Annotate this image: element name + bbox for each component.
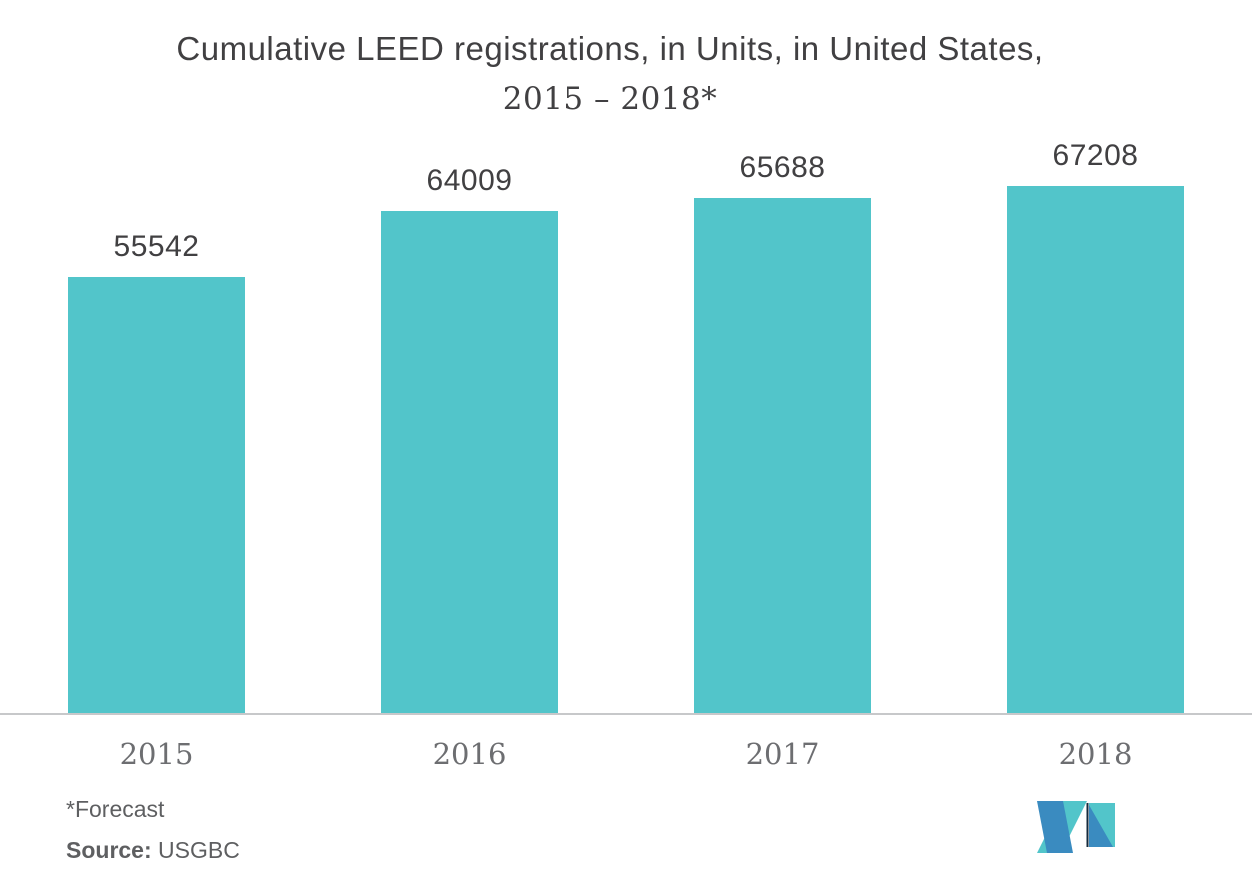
logo-navy-bar [1086,803,1089,847]
x-axis-label-2017: 2017 [745,737,820,771]
bar-2015 [68,277,245,713]
bar-column-2016: 64009 [313,130,626,713]
chart-title-line-2: 2015 – 2018* [502,81,718,117]
bar-column-2015: 55542 [0,130,313,713]
logo-blue-diagonal [1037,801,1073,853]
x-axis-line [0,713,1252,715]
x-axis-label-2018: 2018 [1058,737,1133,771]
bar-2018 [1007,186,1184,713]
plot-area: 55542 64009 65688 67208 [0,130,1252,713]
logo-blue-triangle [1089,805,1113,847]
chart-footnotes: *Forecast Source: USGBC [66,789,240,871]
bar-column-2017: 65688 [626,130,939,713]
mordor-intelligence-logo [1037,801,1115,853]
bar-value-label: 64009 [426,164,513,197]
source-note: Source: USGBC [66,830,240,871]
chart-title: Cumulative LEED registrations, in Units,… [0,24,1220,124]
chart-title-line-1: Cumulative LEED registrations, in Units,… [176,30,1044,67]
x-axis-labels: 2015 2016 2017 2018 [0,737,1252,771]
source-value: USGBC [151,837,240,863]
bar-column-2018: 67208 [939,130,1252,713]
x-axis-label-2015: 2015 [119,737,194,771]
source-label: Source: [66,837,152,863]
bar-2016 [381,211,558,713]
x-axis-label-2016: 2016 [432,737,507,771]
bar-value-label: 67208 [1052,139,1139,172]
forecast-note: *Forecast [66,796,165,822]
bar-2017 [694,198,871,713]
bar-value-label: 65688 [739,151,826,184]
bar-value-label: 55542 [113,230,200,263]
